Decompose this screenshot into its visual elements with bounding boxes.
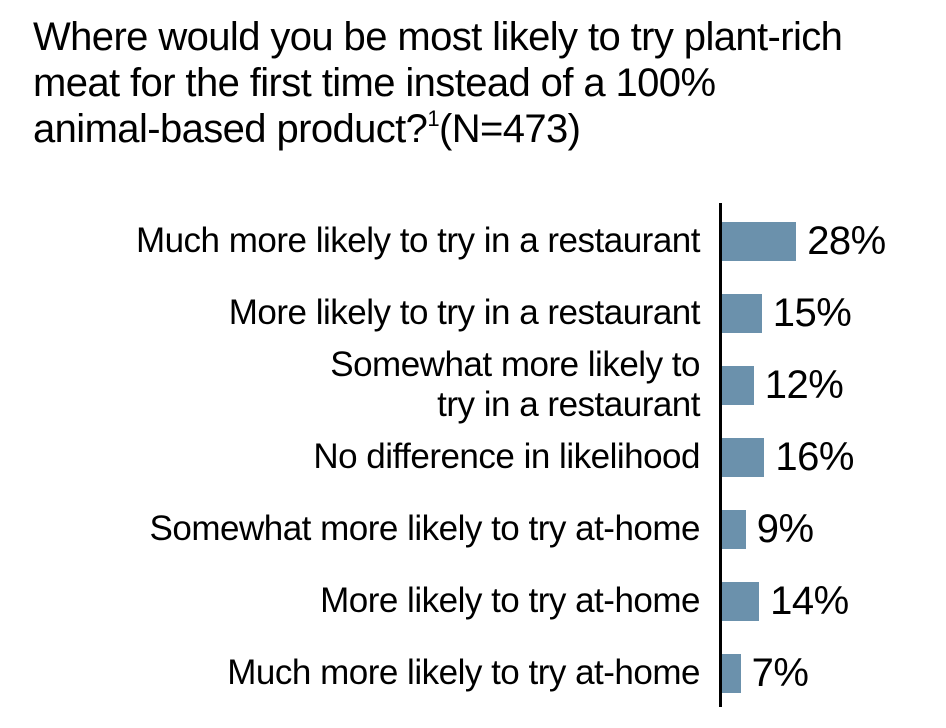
category-label: Somewhat more likely to try in a restaur… bbox=[330, 345, 700, 424]
value-label: 16% bbox=[775, 434, 854, 479]
chart-row: Much more likely to try at-home 7% bbox=[0, 637, 946, 709]
bar bbox=[722, 653, 741, 693]
value-label: 7% bbox=[751, 650, 809, 695]
chart-title-line1: Where would you be most likely to try pl… bbox=[33, 15, 843, 59]
chart-title-sample-size: (N=473) bbox=[438, 107, 581, 151]
category-label: Much more likely to try at-home bbox=[227, 653, 700, 692]
category-label: Much more likely to try in a restaurant bbox=[135, 221, 701, 260]
value-label: 9% bbox=[756, 506, 814, 551]
category-label: No difference in likelihood bbox=[313, 437, 700, 476]
bar bbox=[722, 581, 760, 621]
chart-row: More likely to try at-home 14% bbox=[0, 565, 946, 637]
chart-row: Somewhat more likely to try in a restaur… bbox=[0, 345, 946, 424]
value-label: 14% bbox=[770, 578, 849, 623]
value-label: 12% bbox=[764, 362, 844, 407]
chart-title-line2: meat for the first time instead of a 100… bbox=[33, 61, 716, 105]
chart-title: Where would you be most likely to try pl… bbox=[33, 14, 933, 152]
chart-row: Somewhat more likely to try at-home 9% bbox=[0, 493, 946, 565]
category-label: Somewhat more likely to try at-home bbox=[149, 509, 701, 548]
bar-rows: Much more likely to try in a restaurant … bbox=[0, 205, 946, 709]
value-label: 15% bbox=[772, 290, 852, 335]
category-label: More likely to try in a restaurant bbox=[228, 293, 701, 332]
bar bbox=[722, 437, 765, 477]
category-label: More likely to try at-home bbox=[320, 581, 700, 620]
bar bbox=[722, 221, 797, 261]
bar bbox=[722, 509, 746, 549]
chart-row: No difference in likelihood 16% bbox=[0, 421, 946, 493]
value-label: 28% bbox=[807, 218, 886, 263]
bar bbox=[722, 293, 762, 333]
chart-title-line3: animal-based product? bbox=[33, 107, 428, 151]
bar bbox=[722, 365, 754, 405]
footnote-marker: 1 bbox=[427, 105, 439, 131]
chart-row: More likely to try in a restaurant 15% bbox=[0, 277, 946, 349]
y-axis-line bbox=[719, 203, 722, 707]
chart-row: Much more likely to try in a restaurant … bbox=[0, 205, 946, 277]
